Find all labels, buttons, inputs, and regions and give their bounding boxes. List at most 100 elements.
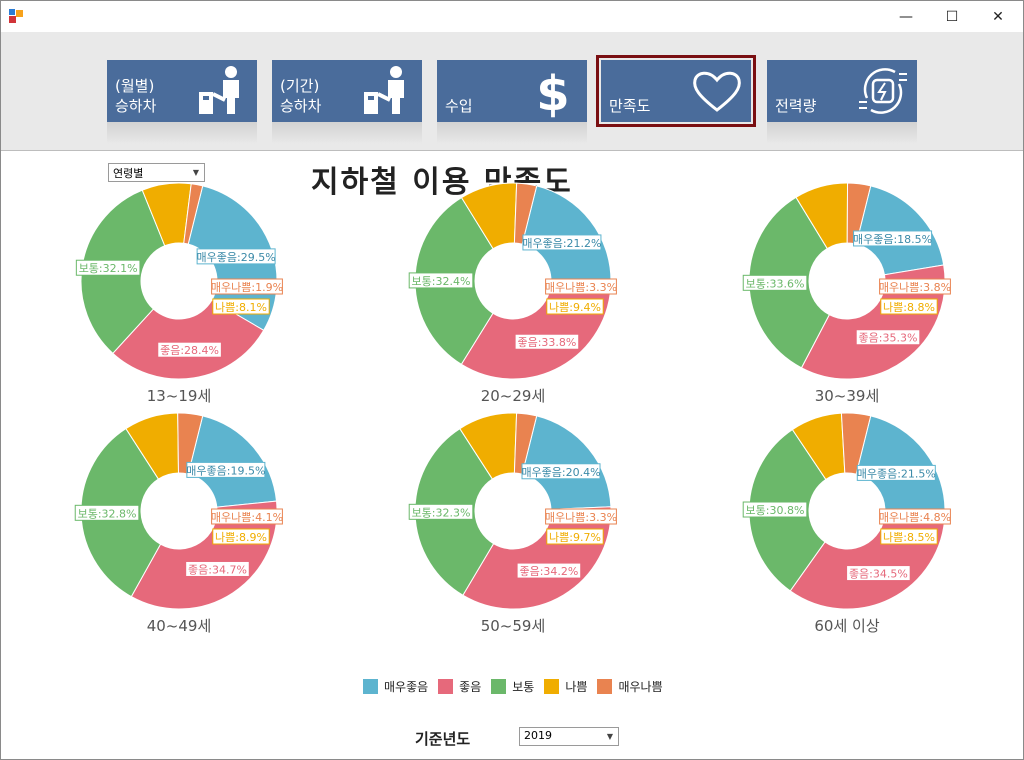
nav-reflection: [767, 122, 917, 144]
slice-data-label: 매우좋음:20.4%: [521, 463, 601, 480]
svg-text:좋음:35.3%: 좋음:35.3%: [859, 332, 918, 345]
nav-satisfaction-button[interactable]: 만족도: [596, 55, 756, 127]
donut-slice: [460, 280, 612, 380]
slice-data-label: 나쁨:8.5%: [880, 528, 938, 545]
donut-slice: [840, 412, 872, 475]
donut-slice: [789, 511, 946, 610]
legend-item: 보통: [491, 678, 534, 694]
heart-icon: [693, 71, 741, 112]
group-by-select[interactable]: 연령별 ▼: [108, 163, 205, 182]
slice-data-label: 좋음:28.4%: [157, 341, 222, 358]
nav-monthly-label: (월별) 승하차: [115, 77, 157, 115]
chart-title: 60세 이상: [814, 617, 879, 635]
slice-data-label: 좋음:35.3%: [855, 329, 921, 346]
legend-item: 매우좋음: [363, 678, 428, 694]
svg-text:보통:32.4%: 보통:32.4%: [412, 275, 471, 288]
svg-text:매우나쁨:3.8%: 매우나쁨:3.8%: [879, 281, 951, 294]
svg-text:매우좋음:18.5%: 매우좋음:18.5%: [853, 233, 932, 246]
slice-data-label: 매우나쁨:3.3%: [545, 508, 617, 525]
svg-text:보통:32.3%: 보통:32.3%: [412, 506, 471, 519]
legend-swatch: [438, 678, 454, 694]
minimize-button[interactable]: —: [883, 1, 929, 32]
nav-reflection: [107, 122, 257, 144]
chevron-down-icon: ▼: [192, 168, 200, 177]
svg-text:보통:30.8%: 보통:30.8%: [746, 504, 805, 517]
chart-title: 20~29세: [481, 387, 546, 405]
power-plug-icon: [859, 68, 907, 114]
svg-text:$: $: [536, 66, 569, 118]
svg-text:매우나쁨:4.1%: 매우나쁨:4.1%: [211, 511, 283, 524]
donut-slice: [521, 415, 612, 510]
year-label: 기준년도: [415, 730, 471, 748]
slice-data-label: 매우나쁨:4.1%: [211, 508, 283, 525]
slice-data-label: 나쁨:9.7%: [546, 528, 604, 545]
svg-text:매우좋음:20.4%: 매우좋음:20.4%: [521, 466, 600, 479]
slice-data-label: 보통:30.8%: [742, 501, 808, 518]
nav-revenue-button[interactable]: 수입 $: [437, 60, 587, 122]
slice-data-label: 보통:32.8%: [74, 504, 140, 521]
slice-data-label: 나쁨:9.4%: [546, 298, 604, 315]
nav-reflection: [272, 122, 422, 144]
legend-swatch: [544, 678, 560, 694]
app-icon: [9, 9, 25, 25]
main-panel: 연령별 ▼ 지하철 이용 만족도 매우좋음:29.5% 좋음:28.4% 보통:32…: [1, 151, 1023, 759]
donut-slice: [855, 185, 945, 276]
svg-text:매우나쁨:3.3%: 매우나쁨:3.3%: [545, 511, 617, 524]
slice-data-label: 매우좋음:21.2%: [522, 234, 602, 251]
svg-text:매우나쁨:4.8%: 매우나쁨:4.8%: [879, 511, 951, 524]
donut-slice: [130, 500, 278, 610]
donut-slice: [855, 415, 946, 514]
svg-text:나쁨:9.4%: 나쁨:9.4%: [549, 301, 601, 314]
nav-satisfaction-label: 만족도: [609, 97, 651, 115]
legend-label: 매우좋음: [384, 679, 429, 694]
year-value: 2019: [524, 729, 552, 742]
nav-power-button[interactable]: 전력량: [767, 60, 917, 122]
legend-label: 보통: [512, 679, 535, 694]
svg-text:매우좋음:21.2%: 매우좋음:21.2%: [522, 237, 601, 250]
slice-data-label: 좋음:34.5%: [846, 565, 911, 582]
legend-swatch: [491, 678, 507, 694]
slice-data-label: 매우나쁨:3.3%: [545, 278, 617, 295]
svg-text:매우좋음:19.5%: 매우좋음:19.5%: [186, 464, 265, 477]
close-icon: ✕: [992, 8, 1004, 25]
slice-data-label: 보통:33.6%: [742, 274, 808, 291]
donut-slice: [521, 185, 612, 282]
svg-text:나쁨:9.7%: 나쁨:9.7%: [549, 531, 601, 544]
close-button[interactable]: ✕: [975, 1, 1021, 32]
slice-data-label: 나쁨:8.8%: [880, 298, 938, 315]
slice-data-label: 매우좋음:19.5%: [186, 461, 265, 478]
nav-period-ridership-button[interactable]: (기간) 승하차: [272, 60, 422, 122]
slice-data-label: 보통:32.1%: [75, 259, 141, 276]
slice-data-label: 나쁨:8.1%: [212, 298, 270, 315]
group-by-value: 연령별: [113, 167, 144, 180]
svg-text:좋음:28.4%: 좋음:28.4%: [160, 344, 219, 357]
nav-power-label: 전력량: [775, 97, 817, 115]
donut-slice: [183, 183, 204, 245]
donut-slice: [112, 299, 265, 380]
svg-text:좋음:34.7%: 좋음:34.7%: [188, 563, 247, 576]
nav-period-label: (기간) 승하차: [280, 77, 322, 115]
slice-data-label: 매우좋음:18.5%: [853, 230, 932, 247]
chart-title: 40~49세: [147, 617, 212, 635]
svg-text:나쁨:8.8%: 나쁨:8.8%: [883, 301, 935, 314]
slice-data-label: 매우좋음:29.5%: [197, 248, 276, 265]
slice-data-label: 나쁨:8.9%: [212, 528, 270, 545]
legend-label: 나쁨: [565, 679, 588, 694]
maximize-button[interactable]: ☐: [929, 1, 975, 32]
nav-monthly-ridership-button[interactable]: (월별) 승하차: [107, 60, 257, 122]
slice-data-label: 좋음:33.8%: [514, 333, 580, 350]
donut-charts: 매우좋음:29.5% 좋음:28.4% 보통:32.1% 나쁨:8.1% 매우나쁨:1.…: [74, 182, 951, 635]
toolbar: (월별) 승하차 (기간) 승하차 수입 $: [1, 32, 1023, 151]
svg-text:보통:32.1%: 보통:32.1%: [79, 262, 138, 275]
chevron-down-icon: ▼: [606, 732, 614, 741]
chart-title: 50~59세: [481, 617, 546, 635]
title-bar: — ☐ ✕: [1, 1, 1023, 32]
svg-text:나쁨:8.1%: 나쁨:8.1%: [215, 301, 267, 314]
chart-legend: 매우좋음 좋음 보통 나쁨 매우나쁨: [363, 678, 663, 694]
slice-data-label: 좋음:34.7%: [185, 560, 250, 577]
legend-label: 매우나쁨: [618, 679, 663, 694]
nav-reflection: [437, 122, 587, 144]
year-select[interactable]: 2019 ▼: [519, 727, 619, 746]
maximize-icon: ☐: [945, 8, 959, 25]
